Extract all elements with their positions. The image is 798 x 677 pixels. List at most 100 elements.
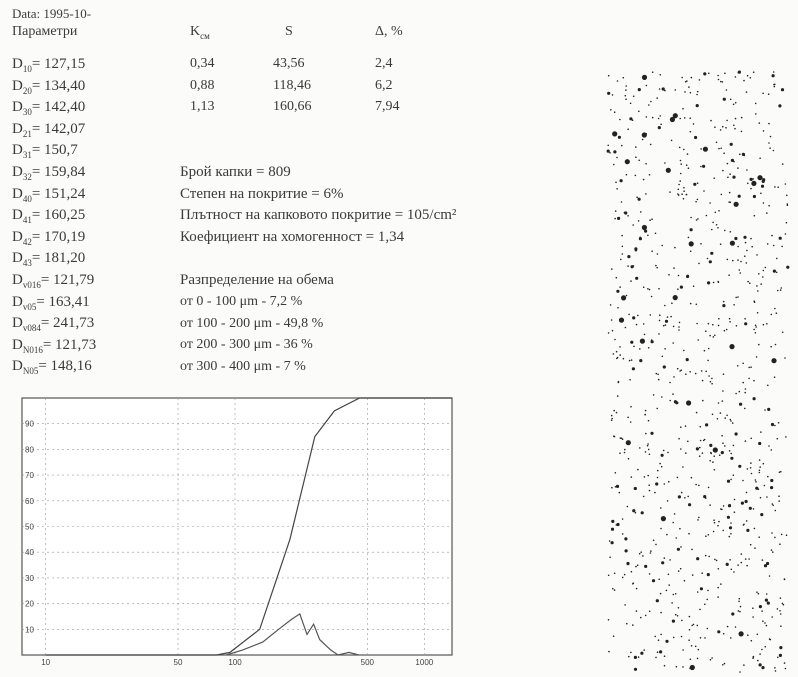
droplet <box>672 521 674 524</box>
droplet <box>757 659 759 662</box>
droplet <box>726 625 729 628</box>
droplet <box>707 281 711 285</box>
droplet <box>718 317 720 320</box>
droplet <box>782 603 785 606</box>
droplet <box>642 178 645 181</box>
droplet <box>635 587 638 590</box>
droplet <box>677 193 679 195</box>
droplet <box>618 317 625 323</box>
droplet <box>768 445 770 447</box>
droplet <box>768 204 770 207</box>
droplet <box>690 645 693 647</box>
droplet <box>771 532 773 534</box>
droplet <box>629 117 633 121</box>
droplet <box>695 200 697 203</box>
droplet <box>767 475 769 478</box>
droplet <box>660 123 662 126</box>
param-sub: 42 <box>22 236 32 247</box>
droplet <box>719 412 722 414</box>
droplet <box>685 193 688 196</box>
droplet <box>724 72 726 75</box>
droplet <box>634 247 638 251</box>
droplet <box>774 307 776 310</box>
droplet <box>631 367 636 371</box>
droplet <box>619 354 621 356</box>
droplet <box>676 547 681 551</box>
droplet <box>662 324 665 327</box>
droplet <box>632 95 635 98</box>
droplet <box>658 319 661 322</box>
droplet <box>656 407 658 410</box>
droplet <box>667 451 669 454</box>
droplet <box>705 535 707 537</box>
droplet <box>681 76 683 79</box>
droplet <box>747 634 749 636</box>
droplet <box>708 72 710 75</box>
droplet <box>644 564 648 569</box>
droplet <box>713 521 716 524</box>
droplet <box>744 388 747 390</box>
droplet <box>674 89 677 91</box>
droplet <box>744 558 747 560</box>
parameter: D30= 142,40 <box>12 99 85 117</box>
droplet <box>615 411 618 414</box>
droplet <box>728 526 733 530</box>
param-name: D <box>12 358 23 375</box>
droplet <box>737 245 739 248</box>
droplet <box>778 653 783 658</box>
droplet <box>726 479 731 483</box>
droplet <box>729 503 731 506</box>
droplet <box>624 94 627 97</box>
droplet <box>774 667 776 669</box>
droplet <box>639 447 641 449</box>
droplet <box>615 276 618 279</box>
droplet <box>665 639 669 643</box>
droplet <box>758 441 762 446</box>
droplet <box>700 165 702 168</box>
droplet <box>753 300 755 303</box>
droplet <box>759 157 761 159</box>
droplet <box>647 347 650 349</box>
y-tick-label: 10 <box>25 625 34 634</box>
droplet <box>655 599 659 603</box>
droplet <box>730 420 732 422</box>
droplet <box>607 332 610 334</box>
droplet <box>708 375 710 377</box>
y-tick-label: 50 <box>25 523 34 532</box>
droplet <box>685 452 687 454</box>
droplet <box>718 454 721 457</box>
droplet <box>754 102 757 105</box>
droplet <box>734 117 737 120</box>
droplet <box>779 597 782 599</box>
droplet <box>687 236 690 239</box>
droplet <box>733 124 735 127</box>
droplet <box>708 555 710 558</box>
table-header: Δ, % <box>375 24 403 40</box>
droplet <box>619 346 621 348</box>
droplet <box>743 235 747 239</box>
droplet <box>705 423 709 427</box>
droplet <box>763 484 766 487</box>
droplet <box>630 476 633 478</box>
droplet <box>755 113 757 115</box>
droplet <box>698 262 700 265</box>
droplet <box>717 586 719 589</box>
parameter: D42= 170,19 <box>12 229 85 247</box>
droplet <box>758 663 762 667</box>
droplet <box>624 211 628 215</box>
droplet <box>635 156 637 158</box>
param-name: D <box>12 185 23 202</box>
droplet <box>778 500 780 502</box>
param-name: D <box>12 99 23 116</box>
param-name: D <box>12 56 23 72</box>
droplet <box>711 382 713 385</box>
droplet <box>773 376 776 379</box>
droplet <box>688 532 690 535</box>
droplet <box>760 184 765 188</box>
droplet <box>780 287 783 289</box>
droplet <box>659 115 661 117</box>
droplet <box>626 505 629 508</box>
droplet <box>721 400 724 402</box>
droplet <box>755 481 757 483</box>
droplet <box>648 484 650 487</box>
